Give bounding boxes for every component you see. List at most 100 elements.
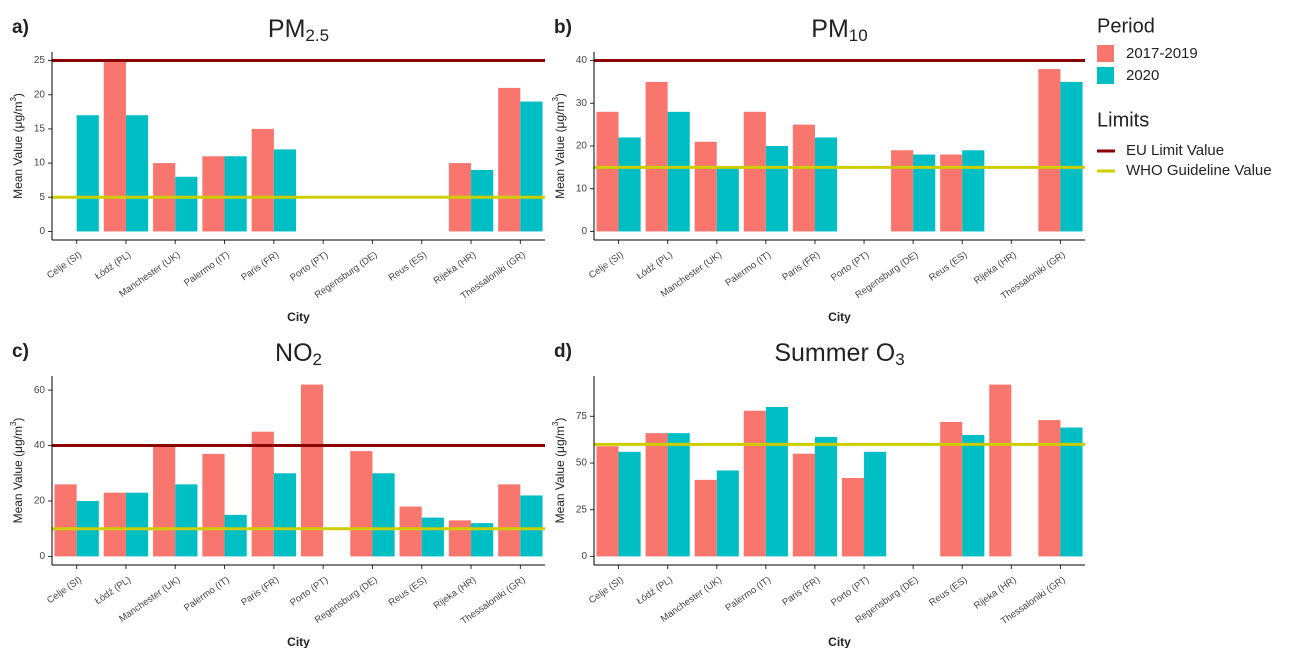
x-tick-label: Łódź (PL) (93, 250, 133, 283)
y-tick-label: 0 (39, 226, 45, 237)
y-tick-label: 25 (34, 55, 46, 66)
bar (891, 150, 914, 232)
bar (940, 421, 963, 557)
bar (350, 451, 373, 557)
title-sub: 2 (313, 350, 322, 369)
bar (399, 506, 422, 557)
title-main: NO (275, 339, 313, 367)
x-tick-label: Porto (PT) (288, 575, 330, 609)
panel-label: a) (12, 17, 29, 38)
y-label-main: Mean Value (μg/m (11, 102, 25, 199)
x-tick-label: Reus (ES) (927, 250, 969, 284)
bar (667, 433, 690, 557)
bar (814, 137, 838, 232)
bar (618, 451, 641, 557)
x-tick-label: Reus (ES) (927, 575, 969, 609)
legend-swatch (1097, 67, 1114, 84)
y-axis-label: Mean Value (μg/m3) (551, 93, 567, 199)
x-tick-label: Palermo (IT) (182, 250, 232, 289)
bar (1038, 69, 1061, 232)
y-tick-label: 30 (576, 98, 588, 109)
panel-label: c) (12, 341, 29, 362)
y-label-main: Mean Value (μg/m (11, 426, 25, 523)
bar (913, 154, 936, 232)
x-tick-label: Reus (ES) (387, 575, 429, 609)
bar (792, 124, 815, 232)
bar (1060, 427, 1083, 557)
title-sub: 10 (849, 26, 868, 45)
x-tick-label: Celje (SI) (587, 250, 626, 282)
bar (743, 410, 766, 557)
y-tick-label: 20 (576, 141, 588, 152)
bar (273, 473, 297, 557)
bar (273, 149, 297, 232)
x-tick-label: Paris (FR) (780, 575, 822, 609)
bar (471, 523, 494, 557)
legend-label: 2017-2019 (1126, 45, 1198, 62)
x-axis-label: City (828, 310, 851, 324)
bar (841, 477, 865, 557)
y-tick-label: 0 (39, 551, 45, 562)
bar (596, 446, 619, 557)
x-tick-label: Porto (PT) (288, 250, 330, 284)
y-label-sup: 3 (551, 97, 560, 102)
y-tick-label: 5 (39, 192, 45, 203)
y-label-end: ) (11, 418, 25, 422)
bar (251, 431, 274, 557)
y-tick-label: 60 (34, 385, 46, 396)
title-sub: 3 (895, 350, 904, 369)
x-tick-label: Celje (SI) (45, 575, 84, 607)
x-tick-label: Rijeka (HR) (972, 250, 1019, 287)
panel-label: b) (554, 17, 572, 38)
y-tick-label: 50 (576, 458, 588, 469)
bar (498, 87, 521, 232)
bar (765, 407, 788, 557)
y-tick-label: 0 (581, 226, 587, 237)
y-tick-label: 20 (34, 89, 46, 100)
x-tick-label: Palermo (IT) (723, 250, 773, 289)
bar (962, 435, 985, 557)
x-tick-label: Celje (SI) (587, 575, 626, 607)
bar (1060, 81, 1083, 232)
y-label-sup: 3 (551, 421, 560, 426)
y-label-end: ) (553, 418, 567, 422)
bar (520, 101, 543, 232)
x-tick-label: Porto (PT) (829, 250, 871, 284)
bar (54, 484, 77, 557)
y-tick-label: 10 (34, 158, 46, 169)
bar (251, 128, 274, 232)
chart-title: NO2 (275, 339, 322, 370)
bar (989, 384, 1012, 557)
bar (694, 141, 717, 232)
bar (103, 492, 126, 557)
bar (103, 60, 126, 232)
legend-swatch (1097, 45, 1114, 62)
bar (962, 150, 985, 232)
y-tick-label: 10 (576, 183, 588, 194)
bar (864, 451, 887, 557)
x-tick-label: Rijeka (HR) (432, 575, 479, 612)
legend-title: Limits (1097, 109, 1149, 131)
legend-label: EU Limit Value (1126, 142, 1224, 159)
chart-title: PM10 (811, 15, 867, 46)
y-tick-label: 20 (34, 496, 46, 507)
x-tick-label: Paris (FR) (780, 250, 822, 284)
x-axis-label: City (828, 635, 851, 648)
bar (645, 433, 668, 557)
bar (153, 445, 176, 557)
bar (596, 111, 619, 232)
bar (716, 470, 739, 557)
bar (202, 156, 225, 232)
bar (76, 115, 99, 232)
y-tick-label: 0 (581, 551, 587, 562)
bar (448, 520, 472, 557)
bar (1038, 420, 1061, 557)
y-axis-label: Mean Value (μg/m3) (9, 93, 25, 199)
y-label-end: ) (553, 93, 567, 97)
title-main: PM (268, 15, 306, 43)
bar (372, 473, 395, 557)
bar (618, 137, 641, 232)
y-tick-label: 15 (34, 124, 46, 135)
bar (743, 111, 766, 232)
